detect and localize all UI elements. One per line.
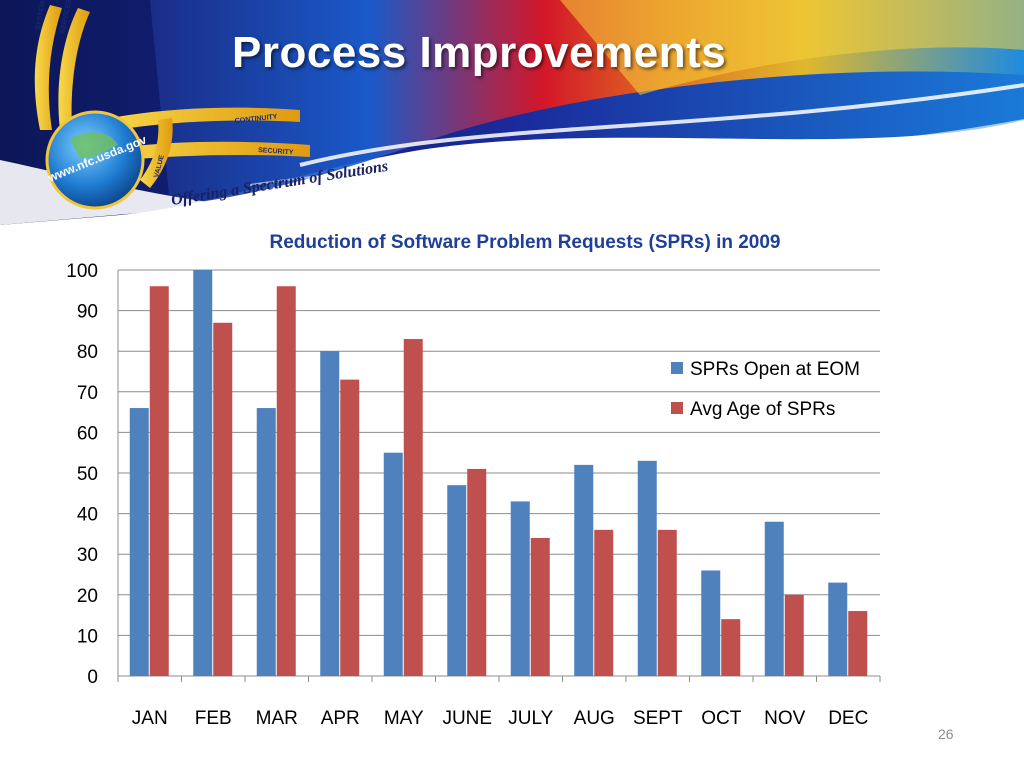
chart-title: Reduction of Software Problem Requests (…	[270, 232, 781, 253]
bar-spr-open-nov	[764, 521, 784, 676]
bar-avg-age-sept	[657, 529, 677, 676]
bar-avg-age-oct	[721, 619, 741, 676]
bar-spr-open-dec	[828, 582, 848, 676]
y-tick-label: 80	[77, 342, 98, 363]
header-banner: SYSTEMS SERVICES VALUE CONTINUITY SECURI…	[0, 0, 1024, 225]
logo-label-security: SECURITY	[258, 147, 294, 156]
x-tick-label: OCT	[701, 708, 742, 729]
bar-spr-open-sept	[637, 460, 657, 676]
x-tick-label: SEPT	[633, 708, 683, 729]
x-tick-label: AUG	[574, 708, 615, 729]
bar-spr-open-mar	[256, 408, 276, 676]
x-tick-label: JUNE	[442, 708, 492, 729]
bar-avg-age-dec	[848, 611, 868, 676]
bar-spr-open-apr	[320, 351, 340, 676]
legend-label: Avg Age of SPRs	[690, 399, 835, 420]
bar-avg-age-mar	[276, 286, 296, 676]
slide-title: Process Improvements	[232, 28, 727, 77]
bar-avg-age-apr	[340, 379, 360, 676]
y-tick-label: 30	[77, 545, 98, 566]
bar-spr-open-feb	[193, 270, 213, 676]
bar-spr-open-may	[383, 452, 403, 676]
bar-avg-age-aug	[594, 529, 614, 676]
legend-swatch	[671, 362, 683, 374]
bar-spr-open-aug	[574, 464, 594, 676]
x-tick-label: DEC	[828, 708, 868, 729]
bar-avg-age-nov	[784, 594, 804, 676]
bar-avg-age-jan	[149, 286, 169, 676]
bar-avg-age-june	[467, 468, 487, 676]
y-tick-label: 50	[77, 464, 98, 485]
x-tick-label: APR	[321, 708, 360, 729]
logo-label-continuity: CONTINUITY	[234, 114, 278, 125]
y-tick-label: 60	[77, 423, 98, 444]
x-tick-label: JULY	[508, 708, 553, 729]
y-tick-label: 100	[66, 261, 98, 282]
y-tick-label: 40	[77, 505, 98, 526]
y-tick-label: 10	[77, 626, 98, 647]
bar-avg-age-may	[403, 339, 423, 676]
y-tick-label: 70	[77, 383, 98, 404]
y-tick-label: 90	[77, 302, 98, 323]
bar-spr-open-oct	[701, 570, 721, 676]
bar-avg-age-feb	[213, 322, 233, 676]
x-tick-label: MAR	[256, 708, 298, 729]
legend-label: SPRs Open at EOM	[690, 359, 860, 380]
bar-spr-open-jan	[129, 408, 149, 676]
slide-number: 26	[938, 726, 954, 742]
x-tick-label: FEB	[195, 708, 232, 729]
legend-swatch	[671, 402, 683, 414]
x-tick-label: JAN	[132, 708, 168, 729]
bar-avg-age-july	[530, 537, 550, 676]
bar-spr-open-june	[447, 485, 467, 676]
x-tick-label: NOV	[764, 708, 806, 729]
y-tick-label: 0	[87, 667, 98, 688]
y-tick-label: 20	[77, 586, 98, 607]
x-tick-label: MAY	[384, 708, 424, 729]
bar-spr-open-july	[510, 501, 530, 676]
